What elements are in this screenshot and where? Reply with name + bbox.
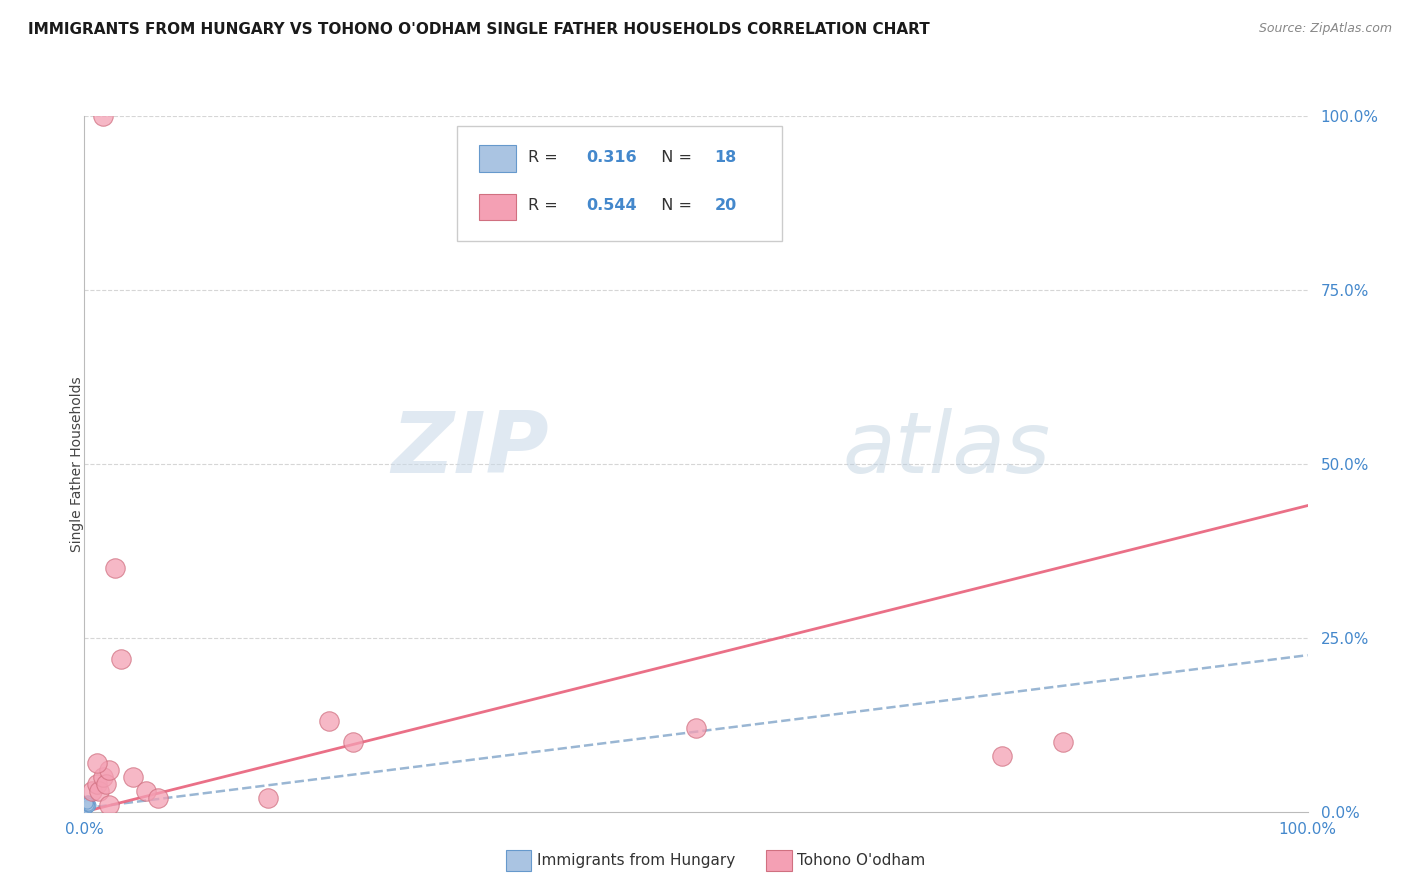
Point — [685, 721, 707, 735]
Text: 18: 18 — [714, 150, 737, 164]
Point — [122, 770, 145, 784]
Point — [76, 797, 98, 812]
Point — [110, 651, 132, 665]
Point — [77, 799, 100, 814]
Point — [97, 797, 120, 812]
Bar — [479, 194, 516, 220]
Point — [97, 763, 120, 777]
Point — [77, 794, 100, 808]
Point — [318, 714, 340, 729]
Point — [91, 109, 114, 123]
Point — [76, 797, 98, 811]
Text: 0.544: 0.544 — [586, 198, 637, 213]
Point — [79, 797, 101, 812]
Point — [86, 756, 108, 770]
Point — [104, 561, 127, 575]
Text: N =: N = — [651, 150, 697, 164]
Point — [91, 770, 114, 784]
Point — [76, 797, 98, 811]
Point — [77, 797, 100, 811]
Text: atlas: atlas — [842, 409, 1050, 491]
Point — [76, 800, 98, 814]
Point — [77, 799, 100, 814]
Point — [75, 799, 97, 814]
Text: R =: R = — [529, 150, 564, 164]
Bar — [479, 145, 516, 171]
Point — [76, 794, 98, 808]
Point — [1052, 735, 1074, 749]
Point — [75, 797, 97, 812]
Y-axis label: Single Father Households: Single Father Households — [70, 376, 84, 551]
Point — [342, 735, 364, 749]
Text: R =: R = — [529, 198, 564, 213]
Point — [86, 777, 108, 791]
Point — [77, 799, 100, 814]
Point — [135, 784, 157, 798]
Text: ZIP: ZIP — [391, 409, 550, 491]
Point — [80, 784, 103, 798]
Point — [96, 777, 118, 791]
Text: 0.316: 0.316 — [586, 150, 637, 164]
Point — [77, 797, 100, 812]
Text: IMMIGRANTS FROM HUNGARY VS TOHONO O'ODHAM SINGLE FATHER HOUSEHOLDS CORRELATION C: IMMIGRANTS FROM HUNGARY VS TOHONO O'ODHA… — [28, 22, 929, 37]
Text: Tohono O'odham: Tohono O'odham — [797, 854, 925, 868]
Point — [76, 799, 98, 814]
Point — [257, 790, 280, 805]
Point — [87, 784, 110, 798]
Text: Source: ZipAtlas.com: Source: ZipAtlas.com — [1258, 22, 1392, 36]
FancyBboxPatch shape — [457, 127, 782, 241]
Text: N =: N = — [651, 198, 697, 213]
Point — [75, 801, 97, 815]
Text: 20: 20 — [714, 198, 737, 213]
Point — [77, 797, 100, 812]
Point — [77, 797, 100, 811]
Point — [990, 749, 1012, 764]
Point — [146, 790, 169, 805]
Text: Immigrants from Hungary: Immigrants from Hungary — [537, 854, 735, 868]
